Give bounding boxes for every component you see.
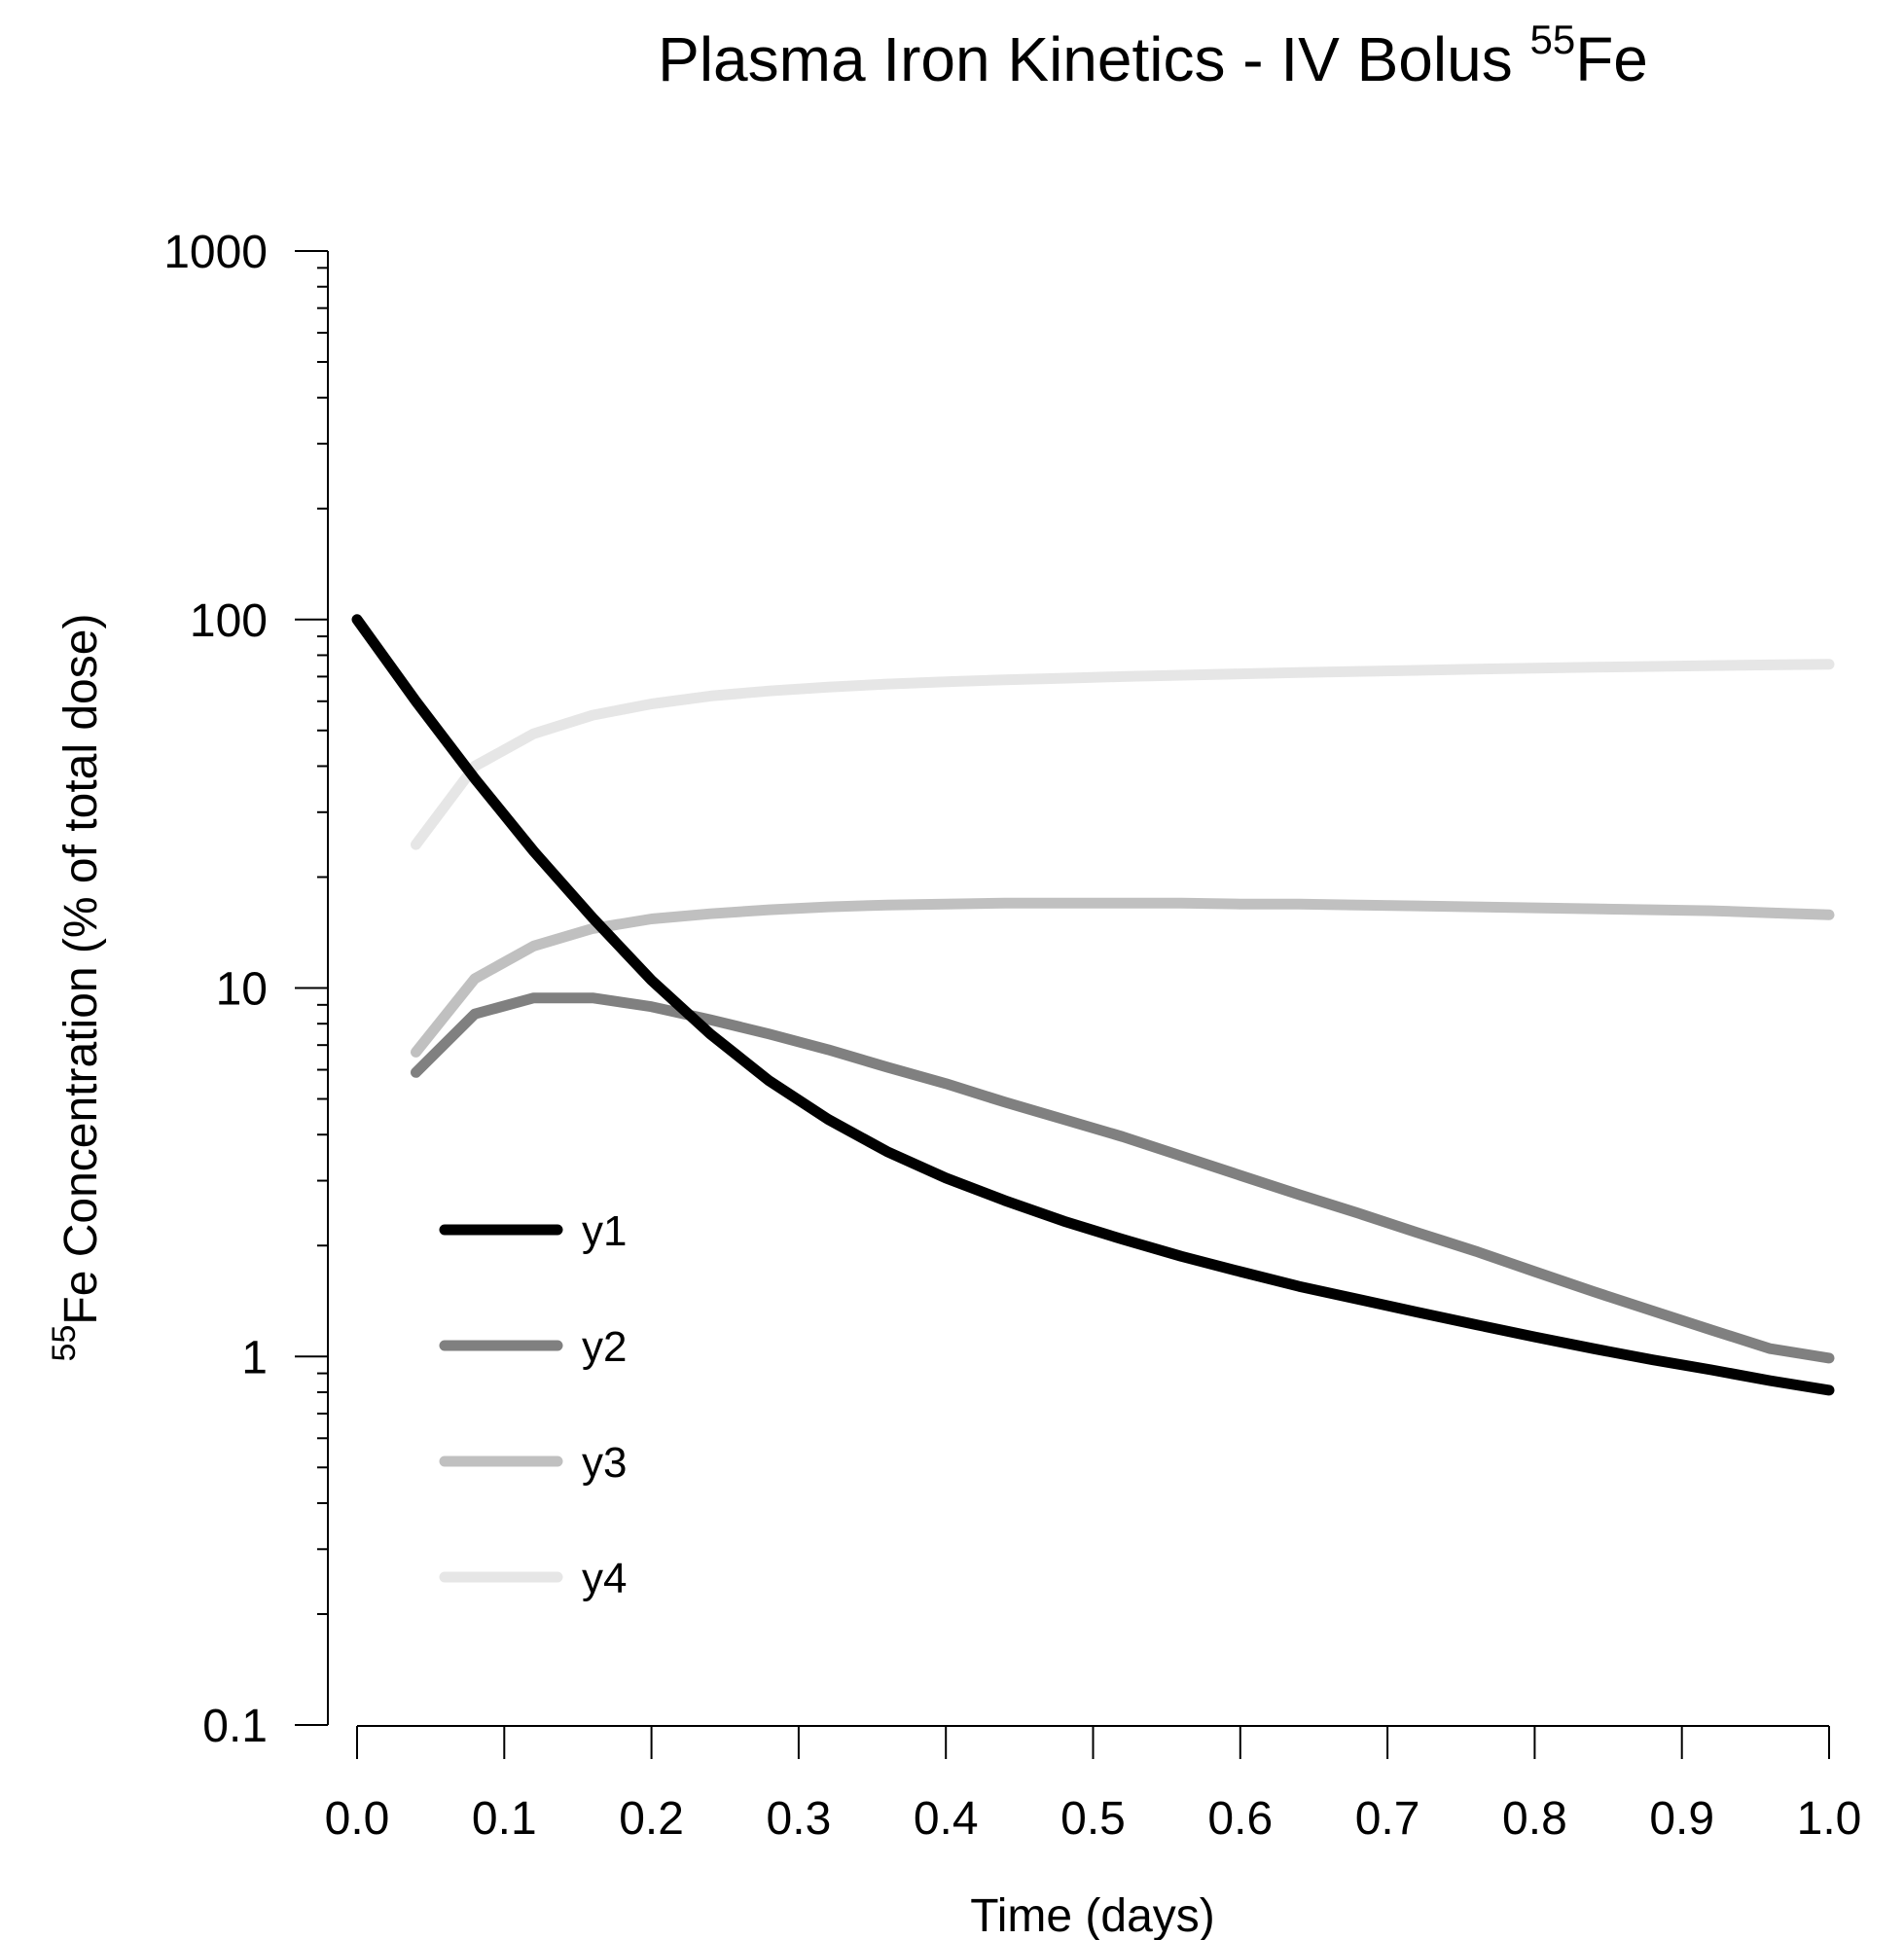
x-tick-label: 0.5 xyxy=(1060,1793,1126,1845)
y-axis-ticks: 0.1 1 10 100 1000 xyxy=(163,227,328,1752)
x-axis-label: Time (days) xyxy=(970,1890,1215,1940)
x-tick-label: 0.3 xyxy=(767,1793,832,1845)
legend-label-y4: y4 xyxy=(582,1555,627,1602)
y-tick-label: 100 xyxy=(190,595,268,647)
x-tick-label: 0.6 xyxy=(1207,1793,1273,1845)
chart-title: Plasma Iron Kinetics - IV Bolus 55Fe xyxy=(658,17,1648,94)
y-axis-label: 55Fe Concentration (% of total dose) xyxy=(46,614,107,1362)
legend: y1 y2 y3 y4 xyxy=(439,1207,627,1602)
series-line-y1 xyxy=(351,614,1835,1396)
y-axis-label-text: Fe Concentration (% of total dose) xyxy=(55,614,107,1325)
series-line-y4 xyxy=(411,659,1835,850)
chart-title-main: Plasma Iron Kinetics - IV Bolus xyxy=(658,24,1529,94)
legend-label-y3: y3 xyxy=(582,1439,627,1487)
x-axis-ticks: 0.0 0.1 0.2 0.3 0.4 0.5 0.6 0.7 0.8 0.9 1.0 xyxy=(325,1726,1862,1845)
chart-title-superscript: 55 xyxy=(1529,17,1575,62)
chart-title-suffix: Fe xyxy=(1575,24,1648,94)
y-tick-label: 1 xyxy=(241,1332,268,1383)
x-tick-label: 1.0 xyxy=(1797,1793,1862,1845)
x-tick-label: 0.9 xyxy=(1649,1793,1714,1845)
x-tick-label: 0.8 xyxy=(1502,1793,1567,1845)
y-tick-label: 1000 xyxy=(163,227,268,278)
x-tick-label: 0.0 xyxy=(325,1793,390,1845)
x-tick-label: 0.7 xyxy=(1355,1793,1420,1845)
plot-area xyxy=(351,614,1835,1396)
series-line-y3 xyxy=(411,897,1835,1058)
legend-label-y1: y1 xyxy=(582,1207,627,1255)
x-tick-label: 0.1 xyxy=(472,1793,537,1845)
y-tick-label: 10 xyxy=(216,964,268,1016)
y-axis-label-superscript: 55 xyxy=(46,1325,83,1362)
x-tick-label: 0.4 xyxy=(914,1793,979,1845)
y-tick-label: 0.1 xyxy=(202,1701,268,1752)
legend-label-y2: y2 xyxy=(582,1323,627,1371)
series-line-y2 xyxy=(411,992,1835,1364)
x-tick-label: 0.2 xyxy=(619,1793,684,1845)
